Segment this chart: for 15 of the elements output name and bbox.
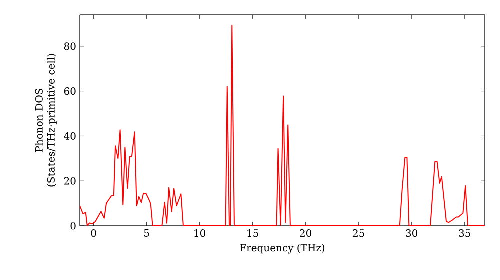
- x-tick-label: 0: [91, 230, 96, 238]
- x-tick-label: 25: [353, 230, 364, 238]
- x-tick-label: 30: [406, 230, 418, 238]
- y-tick-label: 60: [64, 88, 76, 96]
- x-tick-label: 10: [194, 230, 206, 238]
- x-tick-label: 20: [300, 230, 312, 238]
- y-tick-label: 80: [64, 42, 76, 50]
- y-axis-title: Phonon DOS (States/THz·primitive cell): [35, 54, 57, 187]
- x-tick-label: 5: [144, 230, 150, 237]
- y-tick-label: 0: [70, 222, 76, 230]
- x-axis-title: Frequency (THz): [240, 244, 325, 254]
- y-tick-label: 20: [64, 177, 76, 185]
- x-tick-label: 15: [248, 230, 258, 238]
- y-tick-label: 40: [64, 132, 76, 140]
- x-tick-label: 35: [459, 230, 470, 238]
